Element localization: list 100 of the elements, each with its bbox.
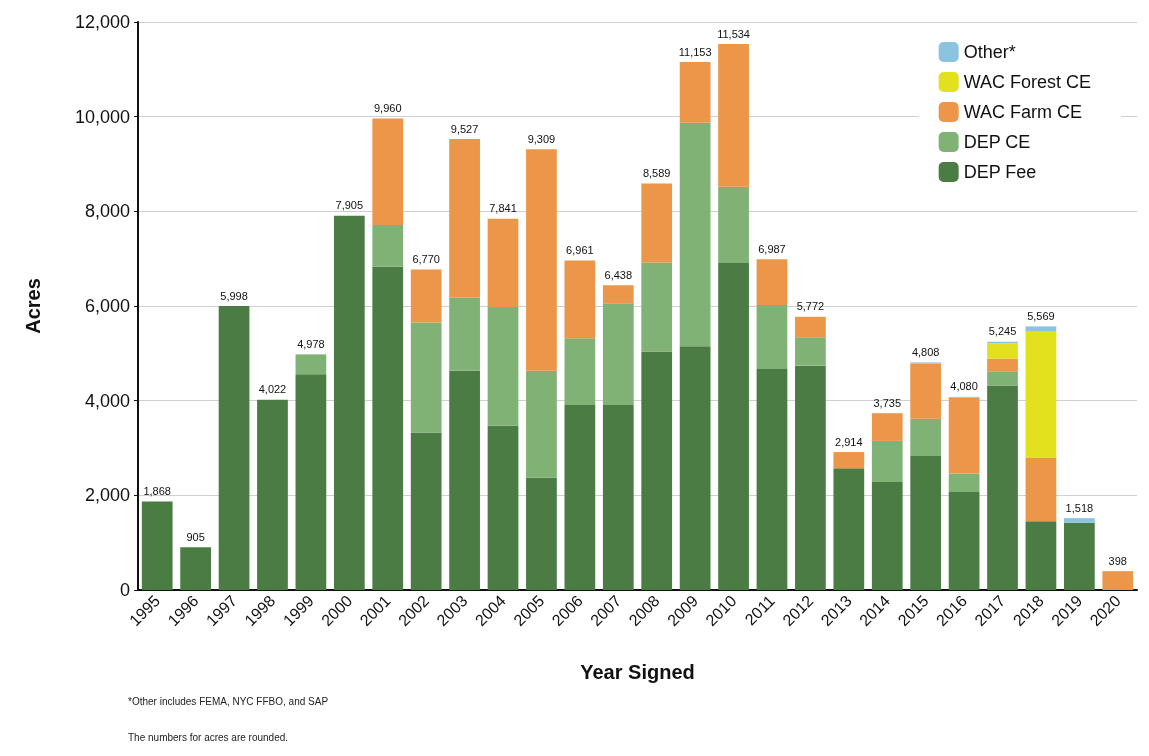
bar — [987, 343, 1018, 359]
bar — [602, 285, 634, 304]
bar — [641, 262, 673, 352]
text: *Other includes FEMA, NYC FFBO, and SAP — [128, 695, 329, 707]
total-label: 905 — [186, 530, 205, 543]
bar — [487, 218, 519, 307]
bar — [948, 473, 980, 493]
total-label: 9,309 — [527, 132, 556, 145]
total-label: 11,153 — [678, 45, 712, 58]
bar — [295, 374, 327, 590]
y-tick-label: 4,000 — [84, 390, 130, 411]
bar — [333, 215, 365, 590]
bar — [718, 262, 749, 590]
bar — [449, 297, 480, 371]
bar — [641, 351, 673, 590]
bar — [833, 452, 865, 469]
bar — [564, 404, 596, 590]
legend-label: DEP CE — [963, 132, 1031, 152]
bar — [602, 404, 634, 590]
bar — [871, 440, 903, 483]
bar — [257, 399, 288, 590]
total-label: 4,808 — [911, 345, 940, 358]
bar — [756, 259, 788, 306]
total-label: 5,998 — [220, 289, 248, 302]
bar — [487, 425, 519, 590]
bar — [679, 122, 711, 347]
bar — [910, 456, 942, 590]
bar — [1064, 522, 1095, 590]
total-label: 1,868 — [143, 485, 171, 498]
bar — [180, 547, 211, 590]
bar — [410, 269, 442, 323]
bar — [718, 44, 749, 187]
total-label: 9,527 — [450, 122, 479, 135]
bar — [987, 385, 1018, 590]
total-label: 7,905 — [335, 199, 364, 212]
bar — [948, 397, 980, 474]
y-tick-label: 12,000 — [74, 12, 130, 32]
bar — [295, 354, 327, 375]
total-label: 8,589 — [642, 166, 671, 179]
bar — [948, 492, 980, 590]
bar — [526, 370, 557, 478]
total-label: 398 — [1108, 554, 1127, 567]
bar — [141, 501, 173, 590]
bar — [372, 225, 404, 267]
total-label: 4,022 — [258, 383, 287, 396]
bar — [679, 346, 711, 590]
bar — [910, 363, 942, 419]
bar — [602, 303, 634, 405]
bar — [1102, 571, 1134, 590]
bar — [795, 365, 826, 590]
total-label: 6,961 — [566, 244, 594, 257]
bar — [756, 368, 788, 590]
total-label: 6,770 — [412, 253, 440, 266]
bar — [449, 139, 480, 298]
bar — [641, 183, 673, 263]
total-label: 9,960 — [373, 102, 402, 115]
total-label: 6,438 — [604, 268, 633, 281]
legend-label: WAC Farm CE — [963, 102, 1082, 122]
bar — [487, 306, 519, 426]
total-label: 4,978 — [297, 337, 325, 350]
bar — [410, 432, 442, 590]
legend-label: DEP Fee — [963, 162, 1037, 182]
bar — [718, 186, 749, 263]
total-label: 5,772 — [796, 300, 825, 313]
bar — [372, 118, 404, 226]
bar — [564, 260, 596, 339]
total-label: 6,987 — [758, 242, 786, 255]
bar — [1025, 326, 1057, 332]
bar — [218, 306, 250, 590]
bar — [1025, 457, 1057, 522]
text: The numbers for acres are rounded. — [128, 731, 289, 743]
y-tick-label: 2,000 — [84, 485, 130, 506]
y-axis-title: Acres — [22, 278, 44, 334]
total-label: 4,080 — [950, 380, 978, 393]
y-tick-label: 6,000 — [84, 296, 130, 316]
bar — [526, 149, 557, 371]
bar — [756, 305, 788, 369]
bar — [526, 477, 557, 590]
y-tick-label: 0 — [119, 580, 130, 600]
total-label: 11,534 — [717, 27, 750, 40]
bar — [795, 337, 826, 366]
legend-label: Other* — [963, 42, 1016, 62]
bar — [871, 482, 903, 590]
bar — [449, 370, 480, 590]
bar — [1025, 521, 1057, 590]
total-label: 5,245 — [988, 325, 1017, 338]
x-axis-title: Year Signed — [580, 661, 695, 683]
y-tick-label: 10,000 — [74, 106, 130, 127]
bar — [871, 413, 903, 441]
legend-label: WAC Forest CE — [963, 72, 1092, 92]
bar — [1064, 518, 1095, 523]
bar — [910, 418, 942, 457]
total-label: 5,569 — [1027, 309, 1055, 322]
total-label: 3,735 — [873, 396, 902, 409]
total-label: 7,841 — [489, 202, 517, 215]
bar — [372, 266, 404, 590]
bar — [833, 468, 865, 590]
y-tick-label: 8,000 — [84, 201, 130, 222]
bar — [987, 358, 1018, 372]
bar — [564, 338, 596, 405]
